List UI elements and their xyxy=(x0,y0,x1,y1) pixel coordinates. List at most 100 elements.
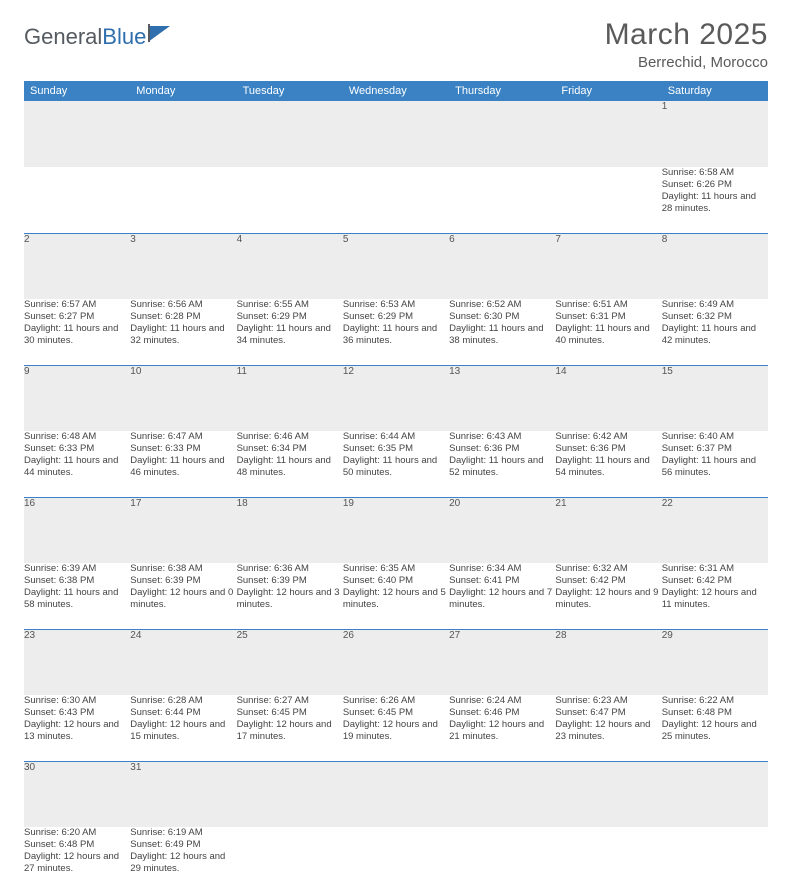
day-number-cell: 9 xyxy=(24,365,130,431)
day-content-cell: Sunrise: 6:22 AMSunset: 6:48 PMDaylight:… xyxy=(662,695,768,761)
sunset-text: Sunset: 6:36 PM xyxy=(555,443,661,455)
daylight-text: Daylight: 12 hours and 9 minutes. xyxy=(555,587,661,611)
day-content-cell: Sunrise: 6:56 AMSunset: 6:28 PMDaylight:… xyxy=(130,299,236,365)
day-number-cell xyxy=(24,101,130,167)
sunset-text: Sunset: 6:49 PM xyxy=(130,839,236,851)
sunset-text: Sunset: 6:34 PM xyxy=(237,443,343,455)
content-row: Sunrise: 6:57 AMSunset: 6:27 PMDaylight:… xyxy=(24,299,768,365)
day-number-cell: 17 xyxy=(130,497,236,563)
daylight-text: Daylight: 11 hours and 56 minutes. xyxy=(662,455,768,479)
calendar-body: 1Sunrise: 6:58 AMSunset: 6:26 PMDaylight… xyxy=(24,101,768,893)
day-number-cell: 2 xyxy=(24,233,130,299)
day-number-cell xyxy=(343,761,449,827)
sunrise-text: Sunrise: 6:42 AM xyxy=(555,431,661,443)
content-row: Sunrise: 6:58 AMSunset: 6:26 PMDaylight:… xyxy=(24,167,768,233)
sunrise-text: Sunrise: 6:28 AM xyxy=(130,695,236,707)
sunrise-text: Sunrise: 6:51 AM xyxy=(555,299,661,311)
day-content-cell xyxy=(662,827,768,893)
day-number-cell: 3 xyxy=(130,233,236,299)
day-content-cell: Sunrise: 6:35 AMSunset: 6:40 PMDaylight:… xyxy=(343,563,449,629)
day-number-cell: 20 xyxy=(449,497,555,563)
weekday-header: Monday xyxy=(130,81,236,101)
daylight-text: Daylight: 12 hours and 13 minutes. xyxy=(24,719,130,743)
weekday-header: Tuesday xyxy=(237,81,343,101)
day-content-cell: Sunrise: 6:32 AMSunset: 6:42 PMDaylight:… xyxy=(555,563,661,629)
sunset-text: Sunset: 6:26 PM xyxy=(662,179,768,191)
day-number-cell: 13 xyxy=(449,365,555,431)
sunset-text: Sunset: 6:48 PM xyxy=(24,839,130,851)
sunrise-text: Sunrise: 6:55 AM xyxy=(237,299,343,311)
day-content-cell xyxy=(343,827,449,893)
day-content-cell: Sunrise: 6:38 AMSunset: 6:39 PMDaylight:… xyxy=(130,563,236,629)
daylight-text: Daylight: 12 hours and 17 minutes. xyxy=(237,719,343,743)
sunrise-text: Sunrise: 6:20 AM xyxy=(24,827,130,839)
day-number-cell xyxy=(449,761,555,827)
sunrise-text: Sunrise: 6:30 AM xyxy=(24,695,130,707)
sunrise-text: Sunrise: 6:34 AM xyxy=(449,563,555,575)
sunset-text: Sunset: 6:45 PM xyxy=(343,707,449,719)
sunset-text: Sunset: 6:33 PM xyxy=(130,443,236,455)
content-row: Sunrise: 6:48 AMSunset: 6:33 PM Daylight:… xyxy=(24,431,768,497)
sunrise-text: Sunrise: 6:40 AM xyxy=(662,431,768,443)
daylight-text: Daylight: 11 hours and 42 minutes. xyxy=(662,323,768,347)
sunset-text: Sunset: 6:32 PM xyxy=(662,311,768,323)
day-content-cell xyxy=(449,827,555,893)
daynum-row: 1 xyxy=(24,101,768,167)
daylight-text: Daylight: 12 hours and 11 minutes. xyxy=(662,587,768,611)
day-content-cell: Sunrise: 6:40 AMSunset: 6:37 PMDaylight:… xyxy=(662,431,768,497)
daylight-text: Daylight: 11 hours and 52 minutes. xyxy=(449,455,555,479)
sunrise-text: Sunrise: 6:19 AM xyxy=(130,827,236,839)
sunset-text: Sunset: 6:46 PM xyxy=(449,707,555,719)
day-content-cell: Sunrise: 6:49 AMSunset: 6:32 PMDaylight:… xyxy=(662,299,768,365)
sunset-text: Sunset: 6:33 PM xyxy=(24,443,130,455)
day-number-cell: 8 xyxy=(662,233,768,299)
weekday-header-row: Sunday Monday Tuesday Wednesday Thursday… xyxy=(24,81,768,101)
sunrise-text: Sunrise: 6:24 AM xyxy=(449,695,555,707)
logo-flag-icon xyxy=(148,24,172,42)
sunset-text: Sunset: 6:41 PM xyxy=(449,575,555,587)
sunrise-text: Sunrise: 6:43 AM xyxy=(449,431,555,443)
sunset-text: Sunset: 6:48 PM xyxy=(662,707,768,719)
sunset-text: Sunset: 6:43 PM xyxy=(24,707,130,719)
day-number-cell: 31 xyxy=(130,761,236,827)
day-number-cell: 24 xyxy=(130,629,236,695)
daylight-text: Daylight: 12 hours and 21 minutes. xyxy=(449,719,555,743)
day-content-cell: Sunrise: 6:24 AMSunset: 6:46 PMDaylight:… xyxy=(449,695,555,761)
day-content-cell: Sunrise: 6:39 AMSunset: 6:38 PMDaylight:… xyxy=(24,563,130,629)
day-number-cell: 1 xyxy=(662,101,768,167)
header: GeneralBlue March 2025 Berrechid, Morocc… xyxy=(24,18,768,71)
sunrise-text: Sunrise: 6:32 AM xyxy=(555,563,661,575)
sunset-text: Sunset: 6:42 PM xyxy=(662,575,768,587)
day-content-cell: Sunrise: 6:44 AMSunset: 6:35 PMDaylight:… xyxy=(343,431,449,497)
day-number-cell xyxy=(555,101,661,167)
sunrise-text: Sunrise: 6:35 AM xyxy=(343,563,449,575)
day-content-cell: Sunrise: 6:57 AMSunset: 6:27 PMDaylight:… xyxy=(24,299,130,365)
month-title: March 2025 xyxy=(605,18,768,52)
day-content-cell: Sunrise: 6:58 AMSunset: 6:26 PMDaylight:… xyxy=(662,167,768,233)
day-content-cell: Sunrise: 6:46 AMSunset: 6:34 PMDaylight:… xyxy=(237,431,343,497)
sunset-text: Sunset: 6:35 PM xyxy=(343,443,449,455)
day-number-cell: 6 xyxy=(449,233,555,299)
daylight-text: Daylight: 12 hours and 3 minutes. xyxy=(237,587,343,611)
day-number-cell: 19 xyxy=(343,497,449,563)
sunrise-text: Sunrise: 6:22 AM xyxy=(662,695,768,707)
day-number-cell: 26 xyxy=(343,629,449,695)
sunset-text: Sunset: 6:30 PM xyxy=(449,311,555,323)
day-content-cell: Sunrise: 6:52 AMSunset: 6:30 PMDaylight:… xyxy=(449,299,555,365)
day-content-cell: Sunrise: 6:51 AMSunset: 6:31 PMDaylight:… xyxy=(555,299,661,365)
day-content-cell: Sunrise: 6:55 AMSunset: 6:29 PMDaylight:… xyxy=(237,299,343,365)
day-number-cell: 21 xyxy=(555,497,661,563)
sunrise-text: Sunrise: 6:27 AM xyxy=(237,695,343,707)
day-number-cell: 15 xyxy=(662,365,768,431)
sunrise-text: Sunrise: 6:44 AM xyxy=(343,431,449,443)
sunrise-text: Sunrise: 6:48 AM xyxy=(24,431,130,443)
day-content-cell: Sunrise: 6:27 AMSunset: 6:45 PMDaylight:… xyxy=(237,695,343,761)
day-number-cell: 22 xyxy=(662,497,768,563)
day-number-cell: 16 xyxy=(24,497,130,563)
day-number-cell: 10 xyxy=(130,365,236,431)
daylight-text: Daylight: 12 hours and 0 minutes. xyxy=(130,587,236,611)
sunrise-text: Sunrise: 6:57 AM xyxy=(24,299,130,311)
daylight-text: Daylight: 11 hours and 36 minutes. xyxy=(343,323,449,347)
daynum-row: 3031 xyxy=(24,761,768,827)
daylight-text: Daylight: 11 hours and 30 minutes. xyxy=(24,323,130,347)
